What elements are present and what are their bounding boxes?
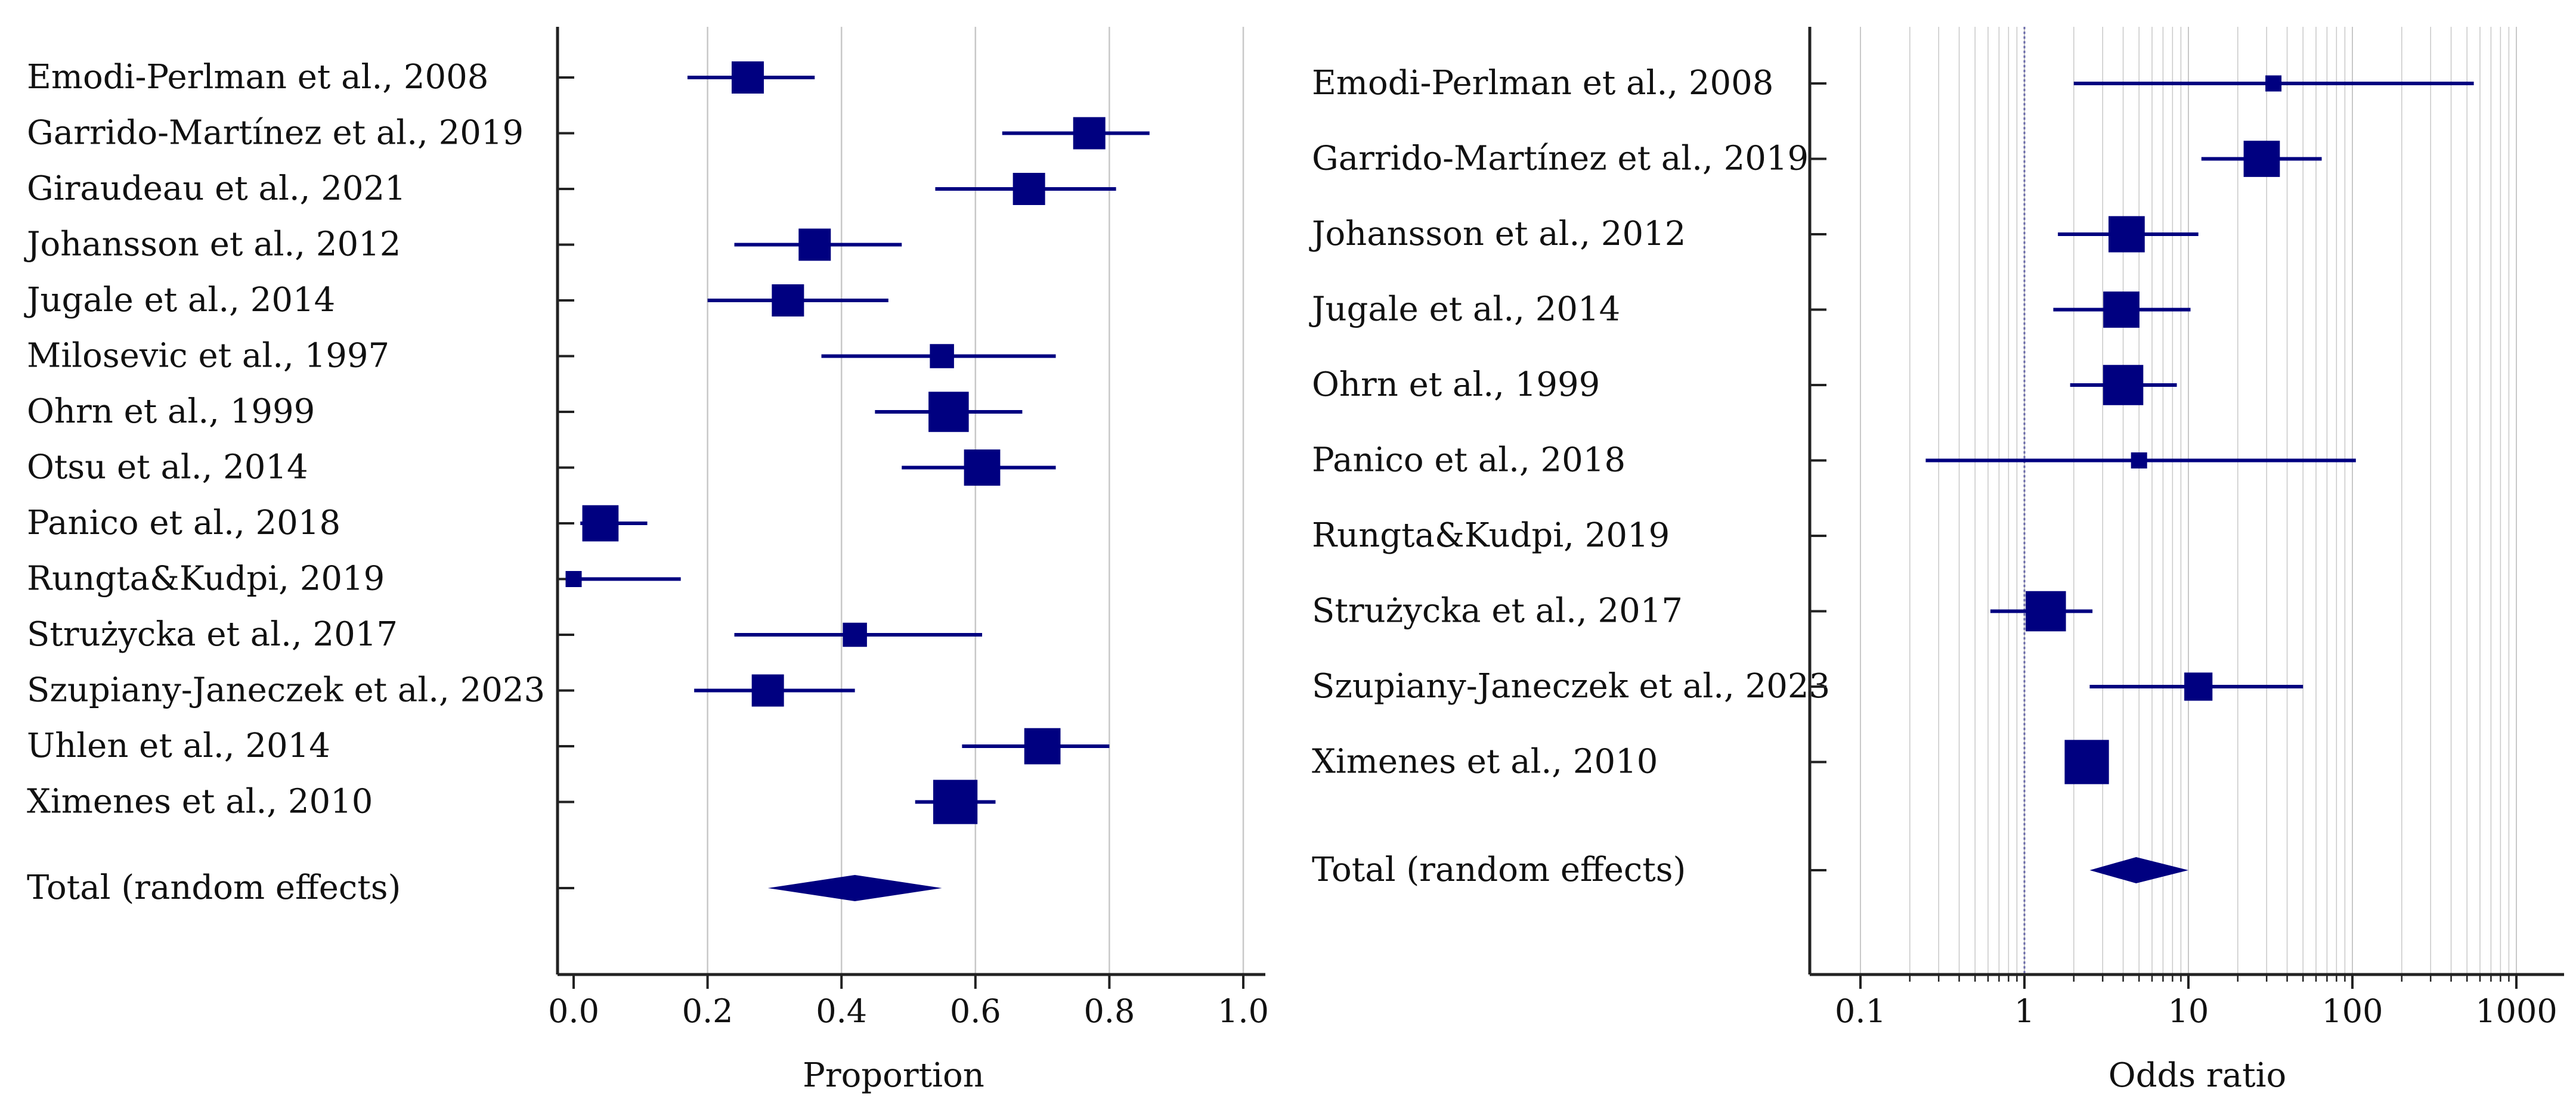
point-estimate-marker: [843, 622, 867, 647]
study-label: Emodi-Perlman et al., 2008: [1312, 64, 1773, 103]
x-axis-label: Proportion: [803, 1056, 984, 1095]
study-row: Garrido-Martínez et al., 2019: [27, 114, 1150, 153]
study-row: Rungta&Kudpi, 2019: [1312, 516, 1826, 555]
study-row: Milosevic et al., 1997: [27, 337, 1056, 375]
point-estimate-marker: [2184, 672, 2213, 701]
x-tick-label: 1.0: [1218, 992, 1269, 1030]
study-label: Ohrn et al., 1999: [1312, 365, 1600, 404]
point-estimate-marker: [1024, 728, 1061, 765]
study-label: Ximenes et al., 2010: [27, 783, 373, 821]
study-row: Strużycka et al., 2017: [1312, 591, 2093, 632]
x-tick-label: 0.0: [548, 992, 599, 1030]
study-label: Uhlen et al., 2014: [27, 727, 330, 765]
point-estimate-marker: [930, 344, 954, 368]
study-row: Emodi-Perlman et al., 2008: [27, 58, 815, 97]
x-tick-label: 1: [2014, 992, 2035, 1030]
study-label: Otsu et al., 2014: [27, 448, 308, 487]
study-label: Rungta&Kudpi, 2019: [1312, 516, 1670, 555]
study-row: Emodi-Perlman et al., 2008: [1312, 64, 2474, 103]
pooled-estimate-diamond: [767, 875, 942, 901]
study-row: Rungta&Kudpi, 2019: [27, 560, 681, 598]
total-label: Total (random effects): [27, 868, 401, 907]
study-label: Strużycka et al., 2017: [27, 615, 398, 654]
study-label: Garrido-Martínez et al., 2019: [27, 114, 524, 153]
study-label: Jugale et al., 2014: [24, 281, 335, 319]
point-estimate-marker: [2064, 740, 2109, 784]
study-label: Panico et al., 2018: [27, 504, 340, 542]
study-label: Szupiany-Janeczek et al., 2023: [1312, 667, 1830, 706]
study-label: Emodi-Perlman et al., 2008: [27, 58, 488, 97]
study-label: Szupiany-Janeczek et al., 2023: [27, 671, 545, 710]
study-row: Panico et al., 2018: [1312, 441, 2356, 480]
odds-ratio-forest-panel: 0.1 1 10 100 1000 Odds ratio Emodi-Perlman et …: [1309, 27, 2564, 1095]
study-label: Rungta&Kudpi, 2019: [27, 560, 385, 598]
study-label: Ohrn et al., 1999: [27, 392, 315, 431]
study-row: Ximenes et al., 2010: [1312, 740, 2109, 784]
study-row: Jugale et al., 2014: [24, 281, 888, 319]
x-tick-label: 1000: [2475, 992, 2557, 1030]
point-estimate-marker: [582, 505, 619, 542]
x-axis-label: Odds ratio: [2109, 1056, 2286, 1095]
point-estimate-marker: [2103, 291, 2140, 328]
x-tick-label: 0.2: [682, 992, 733, 1030]
study-row: Giraudeau et al., 2021: [27, 169, 1116, 208]
study-label: Ximenes et al., 2010: [1312, 743, 1658, 781]
point-estimate-marker: [772, 284, 804, 316]
study-row: Ximenes et al., 2010: [27, 780, 996, 824]
study-row: Szupiany-Janeczek et al., 2023: [1312, 667, 2303, 706]
point-estimate-marker: [2131, 452, 2147, 468]
point-estimate-marker: [1073, 117, 1106, 150]
x-tick-label: 100: [2321, 992, 2383, 1030]
study-label: Giraudeau et al., 2021: [27, 169, 406, 208]
study-row: Jugale et al., 2014: [1309, 290, 2191, 329]
x-tick-label: 10: [2168, 992, 2209, 1030]
study-row: Uhlen et al., 2014: [27, 727, 1110, 765]
study-row: Ohrn et al., 1999: [27, 392, 1023, 432]
point-estimate-marker: [798, 228, 831, 261]
study-label: Strużycka et al., 2017: [1312, 592, 1683, 631]
study-row: Panico et al., 2018: [27, 504, 648, 542]
study-label: Jugale et al., 2014: [1309, 290, 1620, 329]
study-row: Johansson et al., 2012: [1309, 215, 2199, 253]
study-label: Garrido-Martínez et al., 2019: [1312, 139, 1809, 178]
point-estimate-marker: [2109, 216, 2145, 253]
gridlines: [1860, 27, 2517, 975]
x-tick-label: 0.8: [1083, 992, 1135, 1030]
point-estimate-marker: [933, 780, 978, 824]
pooled-estimate-diamond: [2089, 857, 2188, 883]
total-label: Total (random effects): [1312, 851, 1686, 889]
point-estimate-marker: [2103, 365, 2144, 405]
study-row: Otsu et al., 2014: [27, 448, 1056, 487]
study-row: Johansson et al., 2012: [24, 225, 902, 264]
x-tick-label: 0.1: [1835, 992, 1886, 1030]
x-tick-label: 0.4: [816, 992, 867, 1030]
study-label: Milosevic et al., 1997: [27, 337, 389, 375]
study-label: Panico et al., 2018: [1312, 441, 1626, 480]
point-estimate-marker: [2243, 141, 2280, 177]
total-row: Total (random effects): [27, 868, 942, 907]
proportion-forest-panel: 0.0 0.2 0.4 0.6 0.8 1.0 Proportion Emodi-Perlma…: [24, 27, 1269, 1095]
total-row: Total (random effects): [1312, 851, 2188, 889]
study-label: Johansson et al., 2012: [24, 225, 401, 264]
point-estimate-marker: [928, 392, 969, 432]
point-estimate-marker: [964, 449, 1001, 486]
study-row: Strużycka et al., 2017: [27, 615, 983, 654]
study-row: Garrido-Martínez et al., 2019: [1312, 139, 2322, 178]
point-estimate-marker: [731, 61, 764, 94]
point-estimate-marker: [751, 674, 784, 707]
point-estimate-marker: [2265, 75, 2282, 92]
point-estimate-marker: [1013, 173, 1045, 205]
point-estimate-marker: [565, 571, 582, 587]
study-row: Ohrn et al., 1999: [1312, 365, 2177, 405]
point-estimate-marker: [2026, 591, 2066, 632]
x-tick-label: 0.6: [950, 992, 1001, 1030]
study-row: Szupiany-Janeczek et al., 2023: [27, 671, 855, 710]
gridlines: [707, 27, 1244, 975]
study-label: Johansson et al., 2012: [1309, 215, 1686, 253]
